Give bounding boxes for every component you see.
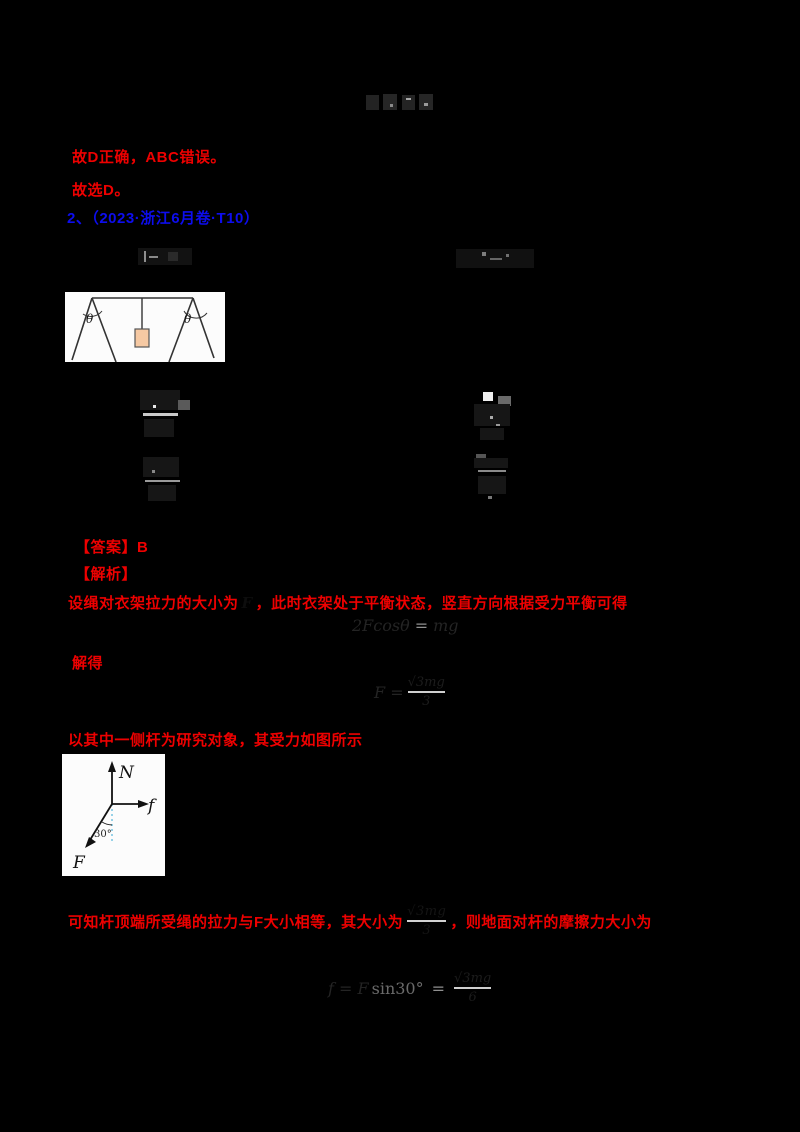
angle-value-label: 30° [94,829,112,840]
left-leg-inner [91,297,117,362]
equation-tension-result: F = √3mg 3 [374,676,449,708]
faint-option-c [140,455,194,505]
eq3-prefix: f = F [328,978,369,998]
eq2-denominator: 3 [422,694,431,709]
faint-title-marks [366,92,442,116]
para1-hidden-formula: F [241,594,253,612]
para2-fraction: √3mg 3 [407,904,447,938]
right-leg-outer [192,297,215,359]
eq3-angle-term: sin30° [371,978,424,998]
para1-after: ，此时衣架处于平衡状态，竖直方向根据受力平衡可得 [255,595,628,612]
left-leg-outer [71,297,93,361]
faint-option-b [470,388,522,444]
eq2-prefix: F = [374,682,404,702]
figure2-background [62,754,165,876]
applied-force-arrowhead [85,837,96,848]
friction-force-arrowhead [138,800,149,808]
para2-after: ，则地面对杆的摩擦力大小为 [450,913,652,931]
applied-force-arrow [89,803,113,841]
para1-before: 设绳对衣架拉力的大小为 [68,595,239,612]
faint-option-a [138,388,196,442]
question2-heading: 2、（2023·浙江6月卷·T10） [67,210,260,227]
solve-label: 解得 [72,655,104,672]
right-angle-arc [183,310,208,319]
para2-frac-bar [407,920,447,922]
friction-force-label: f [146,796,157,816]
figure-hanger-frame: θ θ [65,292,225,362]
answer-label: 【答案】B [75,539,149,556]
para2-frac-denominator: 3 [422,923,432,938]
theta-left-label: θ [86,312,94,326]
eq3-fraction: √3mg 6 [454,971,492,1005]
faint-question-text [138,246,558,270]
eq2-numerator: √3mg [407,675,445,690]
analysis-paragraph-1: 设绳对衣架拉力的大小为 F ，此时衣架处于平衡状态，竖直方向根据受力平衡可得 [68,592,628,613]
eq1-equals: = [414,616,429,635]
equation-equilibrium: 2Fcosθ = mg [352,616,459,635]
theta-right-label: θ [184,312,192,326]
eq3-fraction-bar [454,987,492,989]
analysis-paragraph-2: 可知杆顶端所受绳的拉力与F大小相等，其大小为 √3mg 3 ，则地面对杆的摩擦力… [68,903,652,939]
right-leg-inner [168,297,194,362]
normal-force-arrowhead [108,761,116,772]
figure1-background [65,292,225,362]
para2-before: 可知杆顶端所受绳的拉力与F大小相等，其大小为 [68,913,404,931]
eq3-numerator: √3mg [454,971,492,986]
rod-analysis-line: 以其中一侧杆为研究对象，其受力如图所示 [68,732,363,749]
equation-friction-result: f = F sin30° = √3mg 6 [328,972,495,1004]
angle-arc [101,821,113,826]
prev-choice-line: 故选D。 [72,182,130,199]
eq2-fraction-bar [407,691,445,693]
eq3-denominator: 6 [468,990,477,1005]
normal-force-label: N [118,763,135,783]
left-angle-arc [82,310,103,317]
eq1-rhs: mg [433,616,459,635]
hanging-block [134,328,150,348]
applied-force-label: F [72,853,86,873]
para2-frac-numerator: √3mg [407,904,447,919]
eq2-fraction: √3mg 3 [407,675,445,709]
analysis-label: 【解析】 [75,566,138,583]
prev-conclusion-line: 故D正确，ABC错误。 [72,149,226,166]
figure-force-diagram: N f F 30° [62,754,165,876]
eq1-lhs: 2Fcosθ [352,616,410,635]
eq3-equals: = [431,978,446,998]
faint-option-d [470,452,522,506]
